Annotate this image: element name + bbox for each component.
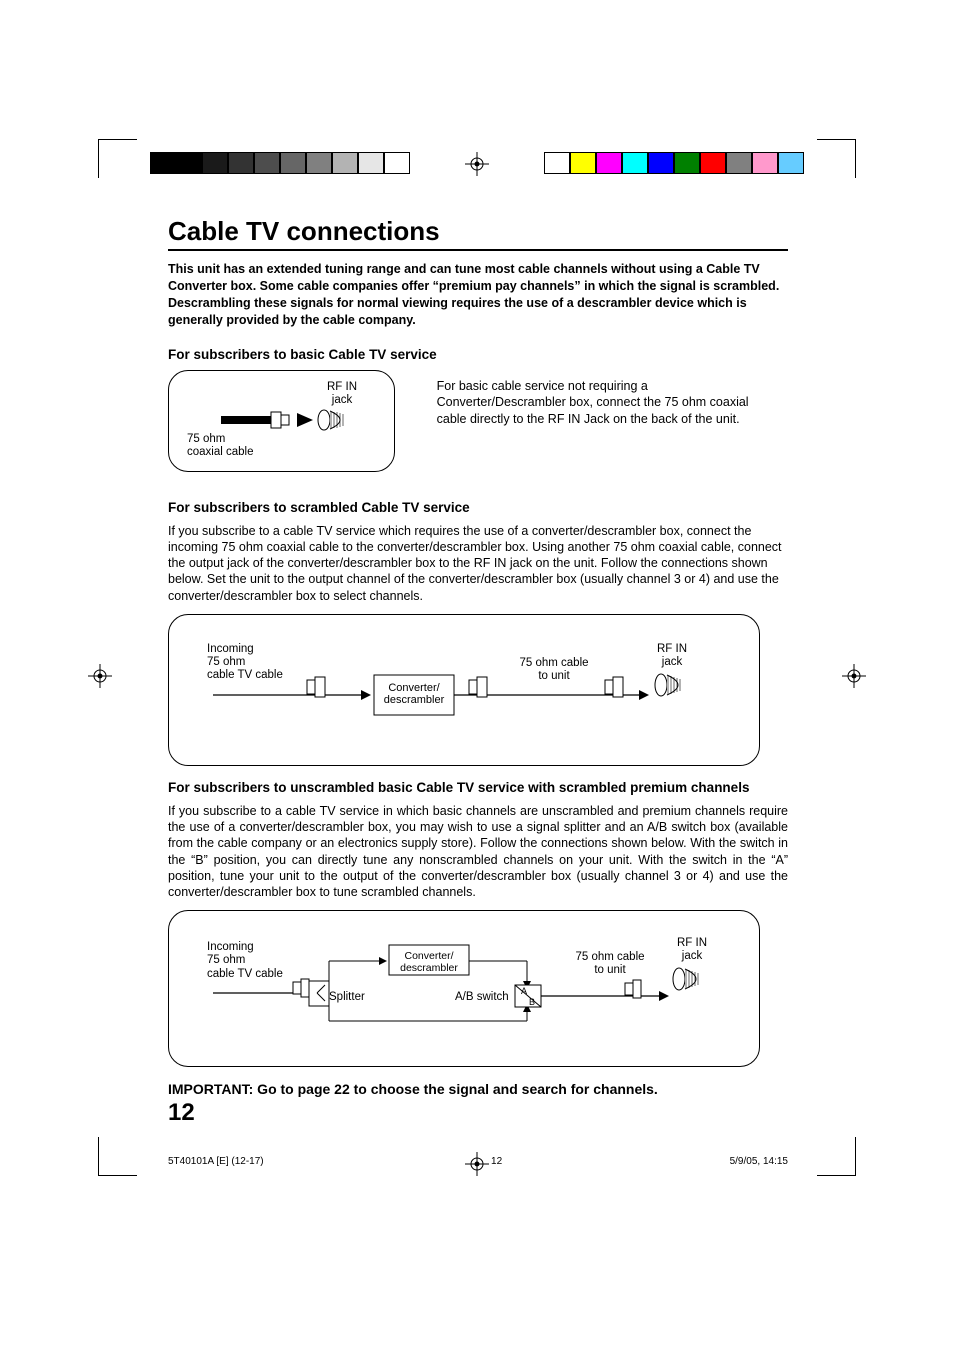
label-a: A — [521, 986, 527, 996]
swatch — [674, 152, 700, 174]
swatch — [700, 152, 726, 174]
footer: 5T40101A [E] (12-17) 12 5/9/05, 14:15 — [168, 1156, 788, 1167]
swatch — [254, 152, 280, 174]
crop-mark — [98, 1137, 137, 1176]
swatch — [176, 152, 202, 174]
label-converter: Converter/descrambler — [384, 682, 445, 706]
diagram-splitter: Incoming75 ohmcable TV cable Splitter A/… — [168, 910, 760, 1067]
diagram-basic: RF INjack 75 ohmcoaxial cable — [168, 370, 395, 472]
footer-center: 12 — [491, 1156, 502, 1167]
footer-left: 5T40101A [E] (12-17) — [168, 1156, 264, 1167]
section-body: If you subscribe to a cable TV service w… — [168, 523, 788, 604]
swatch — [622, 152, 648, 174]
swatch — [384, 152, 410, 174]
swatch — [778, 152, 804, 174]
diagram-svg: Converter/descrambler — [169, 615, 759, 765]
page-title: Cable TV connections — [168, 216, 788, 251]
section-body: If you subscribe to a cable TV service i… — [168, 803, 788, 901]
swatch — [648, 152, 674, 174]
swatch — [228, 152, 254, 174]
diagram-svg: Converter/descrambler A B — [169, 911, 759, 1066]
swatch — [752, 152, 778, 174]
important-note: IMPORTANT: Go to page 22 to choose the s… — [168, 1081, 788, 1097]
page: Cable TV connections This unit has an ex… — [0, 0, 954, 1351]
diagram-scrambled: Incoming75 ohmcable TV cable 75 ohm cabl… — [168, 614, 760, 766]
swatch — [332, 152, 358, 174]
swatch — [150, 152, 176, 174]
section-side-text: For basic cable service not requiring a … — [437, 370, 777, 429]
swatch — [596, 152, 622, 174]
label-coax: 75 ohmcoaxial cable — [187, 433, 253, 459]
section-heading: For subscribers to unscrambled basic Cab… — [168, 780, 788, 795]
crop-mark — [817, 1137, 856, 1176]
section-heading: For subscribers to basic Cable TV servic… — [168, 347, 788, 362]
swatch — [570, 152, 596, 174]
swatch — [306, 152, 332, 174]
intro-text: This unit has an extended tuning range a… — [168, 261, 788, 329]
swatch — [280, 152, 306, 174]
registration-mark-icon — [465, 152, 489, 176]
label-b: B — [529, 997, 535, 1007]
swatch — [202, 152, 228, 174]
registration-mark-icon — [88, 664, 112, 688]
label-converter: Converter/descrambler — [400, 950, 458, 974]
swatch — [544, 152, 570, 174]
section-heading: For subscribers to scrambled Cable TV se… — [168, 500, 788, 515]
registration-mark-icon — [842, 664, 866, 688]
content-area: Cable TV connections This unit has an ex… — [168, 210, 788, 1127]
swatch — [726, 152, 752, 174]
page-number: 12 — [168, 1099, 788, 1127]
color-bar-color — [544, 152, 804, 172]
crop-mark — [98, 139, 137, 178]
footer-right: 5/9/05, 14:15 — [730, 1156, 788, 1167]
color-bar-grayscale — [150, 152, 410, 172]
swatch — [358, 152, 384, 174]
crop-mark — [817, 139, 856, 178]
label-rf-in: RF INjack — [317, 381, 367, 407]
